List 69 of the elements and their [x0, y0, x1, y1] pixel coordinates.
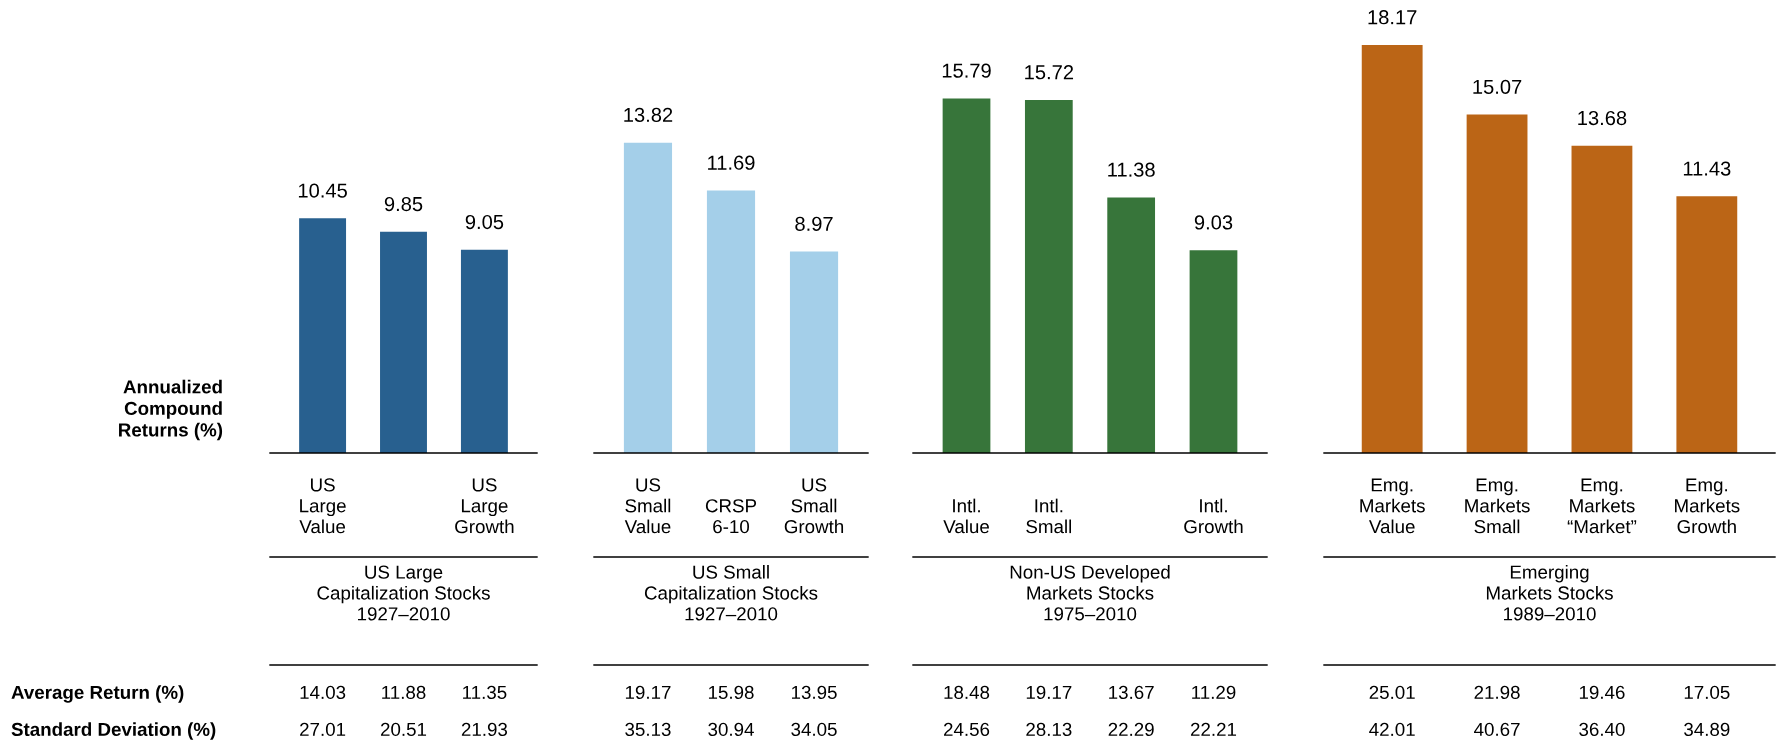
- x-tick-label: Emg. Markets Small: [1465, 478, 1530, 534]
- text: 28.13: [1026, 722, 1072, 737]
- x-tick-label: US Small Growth: [784, 478, 844, 534]
- bar: [1361, 45, 1423, 453]
- x-tick-label: Intl. Growth: [1184, 498, 1243, 534]
- x-tick-label: US Small Value: [624, 478, 671, 534]
- text: 24.56: [944, 722, 990, 737]
- data-label: 11.43: [1683, 161, 1731, 176]
- data-label: 9.85: [384, 196, 423, 212]
- data-label: 9.05: [465, 214, 504, 230]
- text: Average Return (%): [11, 685, 184, 703]
- text: 19.17: [1026, 685, 1072, 700]
- data-label: 11.69: [708, 155, 755, 170]
- text: 30.94: [708, 722, 754, 737]
- x-axis-title: US Large Capitalization Stocks 1927–2010: [317, 565, 490, 621]
- text: 34.89: [1684, 722, 1730, 737]
- text: 36.40: [1579, 722, 1625, 737]
- text: 11.35: [463, 685, 507, 700]
- text: 34.05: [791, 722, 837, 737]
- x-tick-label: Emg. Markets “Market”: [1567, 478, 1637, 534]
- bar: [942, 98, 991, 453]
- text: 35.13: [625, 722, 671, 737]
- bar: [1189, 250, 1238, 453]
- y-axis-title: Annualized Compound Returns (%): [119, 379, 223, 441]
- bar: [1676, 196, 1738, 453]
- data-label: 18.17: [1368, 10, 1417, 25]
- x-tick-label: US Large Value: [299, 478, 346, 534]
- text: 15.98: [708, 685, 754, 700]
- data-label: 10.45: [298, 183, 347, 198]
- text: 11.29: [1192, 685, 1236, 700]
- text: 14.03: [300, 685, 346, 700]
- text: 21.98: [1474, 685, 1520, 700]
- x-tick-label: Emg. Markets Value: [1360, 478, 1425, 534]
- text: 21.93: [461, 722, 508, 737]
- x-tick-label: Emg. Markets Growth: [1675, 478, 1740, 534]
- text: 27.01: [300, 722, 346, 737]
- data-label: 11.38: [1108, 162, 1155, 177]
- x-tick-label: Intl. Small: [1026, 498, 1072, 534]
- data-label: 15.79: [942, 63, 991, 78]
- data-label: 15.72: [1025, 65, 1074, 80]
- x-axis-title: Emerging Markets Stocks 1989–2010: [1486, 565, 1613, 621]
- x-tick-label: CRSP 6-10: [705, 499, 757, 534]
- text: 19.17: [625, 685, 671, 700]
- text: 22.21: [1190, 722, 1237, 736]
- data-label: 13.68: [1578, 110, 1627, 126]
- data-label: 9.03: [1194, 215, 1233, 230]
- text: 22.29: [1108, 722, 1154, 737]
- x-tick-label: US Large Growth: [455, 478, 514, 534]
- x-tick-label: Intl. Value: [943, 498, 989, 534]
- bar: [1466, 114, 1528, 453]
- text: 17.05: [1684, 685, 1730, 700]
- text: 42.01: [1369, 722, 1415, 737]
- text: Standard Deviation (%): [11, 722, 216, 740]
- text: 40.67: [1474, 722, 1520, 737]
- bar: [1024, 100, 1073, 453]
- text: 20.51: [380, 722, 427, 737]
- text: 11.88: [382, 685, 426, 700]
- data-label: 13.82: [624, 107, 673, 123]
- data-label: 15.07: [1473, 79, 1522, 94]
- text: 19.46: [1579, 685, 1625, 700]
- text: 13.67: [1109, 685, 1154, 700]
- text: 25.01: [1369, 685, 1415, 700]
- text: 18.48: [944, 685, 990, 700]
- x-axis-title: US Small Capitalization Stocks 1927–2010: [644, 565, 818, 621]
- bar: [1107, 197, 1156, 453]
- bar: [1571, 145, 1633, 453]
- data-label: 8.97: [795, 216, 833, 231]
- text: 13.95: [792, 685, 837, 700]
- x-axis-title: Non-US Developed Markets Stocks 1975–2010: [1010, 565, 1170, 621]
